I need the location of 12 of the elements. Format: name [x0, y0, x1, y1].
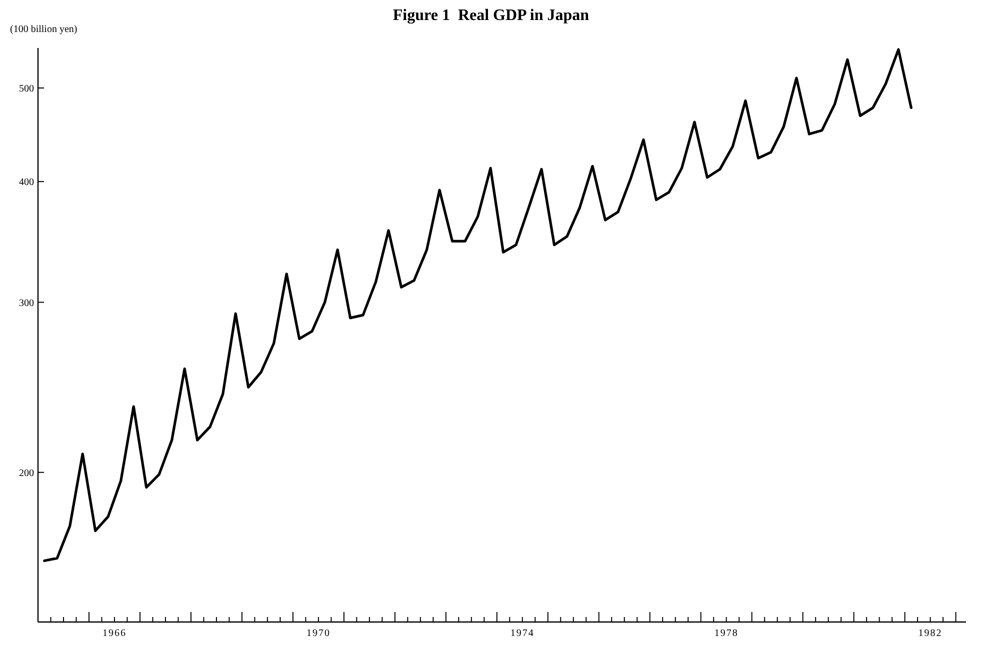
y-tick-label: 200: [19, 468, 34, 479]
y-axis-title: (100 billion yen): [10, 24, 78, 35]
y-tick-label: 300: [19, 298, 34, 309]
y-tick-label: 500: [19, 83, 34, 94]
x-tick-label: 1978: [714, 628, 738, 639]
x-tick-label: 1966: [102, 628, 126, 639]
chart-title: Figure 1 Real GDP in Japan: [392, 7, 590, 24]
x-tick-label: 1974: [510, 628, 534, 639]
line-series: [43, 48, 912, 562]
x-tick-label: 1970: [306, 628, 330, 639]
y-tick-label: 400: [19, 177, 34, 188]
x-tick-label: 1982: [918, 628, 942, 639]
